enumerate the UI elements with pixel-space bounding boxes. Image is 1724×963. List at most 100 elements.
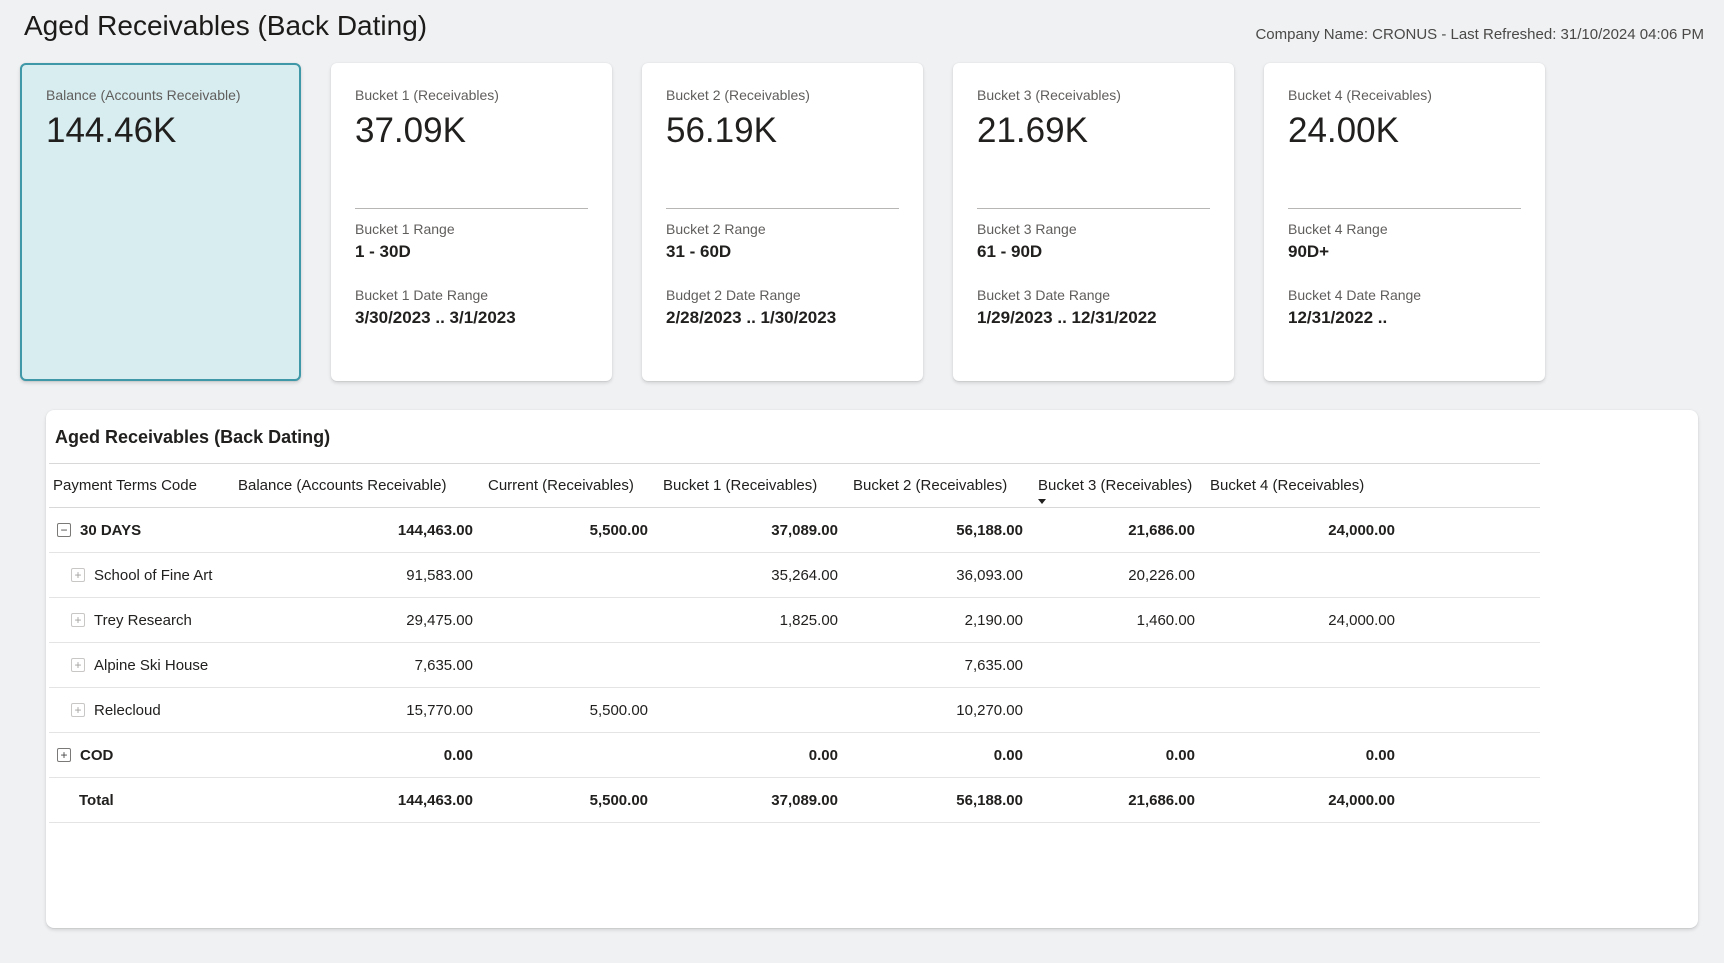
table-row-cod: + COD 0.00 0.00 0.00 0.00 0.00	[49, 733, 1540, 778]
expand-button[interactable]: +	[71, 703, 85, 717]
value-cell[interactable]	[655, 643, 845, 688]
row-header-cell[interactable]: − 30 DAYS	[49, 508, 230, 553]
value-cell[interactable]: 0.00	[1365, 746, 1395, 764]
value-cell[interactable]: 144,463.00	[397, 791, 473, 809]
row-header-cell[interactable]: + Relecloud	[49, 688, 230, 733]
kpi-card-bucket-2[interactable]: Bucket 2 (Receivables) 56.19K Bucket 2 R…	[642, 63, 923, 381]
column-header-bucket-3[interactable]: Bucket 3 (Receivables)	[1030, 464, 1202, 508]
column-header-bucket-4[interactable]: Bucket 4 (Receivables)	[1210, 477, 1365, 494]
date-range-value: 2/28/2023 .. 1/30/2023	[666, 308, 837, 327]
range-value: 1 - 30D	[355, 242, 411, 261]
date-range-value: 1/29/2023 .. 12/31/2022	[977, 308, 1157, 327]
card-label: Bucket 3 (Receivables)	[977, 87, 1121, 103]
filler-cell	[1400, 688, 1540, 733]
filler-cell	[1400, 643, 1540, 688]
expand-button[interactable]: +	[71, 568, 85, 582]
card-divider	[355, 208, 588, 209]
value-cell[interactable]: 21,686.00	[1128, 791, 1195, 809]
value-cell[interactable]: 5,500.00	[589, 521, 648, 539]
value-cell[interactable]: 56,188.00	[956, 791, 1023, 809]
value-cell[interactable]	[655, 688, 845, 733]
card-divider	[666, 208, 899, 209]
kpi-card-bucket-3[interactable]: Bucket 3 (Receivables) 21.69K Bucket 3 R…	[953, 63, 1234, 381]
value-cell[interactable]	[1202, 688, 1400, 733]
expand-button[interactable]: +	[71, 658, 85, 672]
value-cell[interactable]: 24,000.00	[1328, 611, 1395, 629]
column-header-payment-terms-code[interactable]: Payment Terms Code	[53, 477, 197, 494]
row-header-cell[interactable]: Total	[49, 778, 230, 823]
value-cell[interactable]: 10,270.00	[956, 701, 1023, 719]
expand-button[interactable]: +	[57, 748, 71, 762]
value-cell[interactable]: 20,226.00	[1128, 566, 1195, 584]
page-title: Aged Receivables (Back Dating)	[24, 10, 428, 41]
value-cell[interactable]	[480, 733, 655, 778]
value-cell[interactable]: 5,500.00	[589, 701, 648, 719]
value-cell[interactable]: 2,190.00	[964, 611, 1023, 629]
row-header-cell[interactable]: + School of Fine Art	[49, 553, 230, 598]
value-cell[interactable]: 0.00	[443, 746, 473, 764]
value-cell[interactable]: 21,686.00	[1128, 521, 1195, 539]
value-cell[interactable]	[1202, 553, 1400, 598]
card-label: Bucket 4 (Receivables)	[1288, 87, 1432, 103]
value-cell[interactable]: 7,635.00	[964, 656, 1023, 674]
kpi-card-bucket-1[interactable]: Bucket 1 (Receivables) 37.09K Bucket 1 R…	[331, 63, 612, 381]
table-row-relecloud: + Relecloud 15,770.00 5,500.00 10,270.00	[49, 688, 1540, 733]
date-range-label: Budget 2 Date Range	[666, 287, 801, 303]
value-cell[interactable]: 56,188.00	[956, 521, 1023, 539]
range-label: Bucket 2 Range	[666, 221, 766, 237]
value-cell[interactable]: 36,093.00	[956, 566, 1023, 584]
date-range-value: 12/31/2022 ..	[1288, 308, 1388, 327]
card-divider	[1288, 208, 1521, 209]
value-cell[interactable]	[1202, 643, 1400, 688]
value-cell[interactable]: 1,460.00	[1136, 611, 1195, 629]
value-cell[interactable]: 35,264.00	[771, 566, 838, 584]
row-label: Total	[79, 791, 114, 809]
value-cell[interactable]: 37,089.00	[771, 521, 838, 539]
value-cell[interactable]	[1030, 688, 1202, 733]
header-row: Payment Terms Code Balance (Accounts Rec…	[49, 463, 1540, 508]
filler-cell	[1400, 778, 1540, 823]
value-cell[interactable]: 5,500.00	[589, 791, 648, 809]
column-header-filler	[1400, 464, 1540, 508]
table-row-school-of-fine-art: + School of Fine Art 91,583.00 35,264.00…	[49, 553, 1540, 598]
expand-button[interactable]: +	[71, 613, 85, 627]
row-header-cell[interactable]: + Alpine Ski House	[49, 643, 230, 688]
date-range-value: 3/30/2023 .. 3/1/2023	[355, 308, 516, 327]
sort-descending-icon	[1038, 499, 1046, 504]
row-label: COD	[80, 746, 114, 764]
card-label: Bucket 1 (Receivables)	[355, 87, 499, 103]
range-label: Bucket 3 Range	[977, 221, 1077, 237]
aged-receivables-matrix: Payment Terms Code Balance (Accounts Rec…	[49, 463, 1540, 823]
column-header-bucket-1[interactable]: Bucket 1 (Receivables)	[663, 477, 818, 494]
column-header-current[interactable]: Current (Receivables)	[488, 477, 634, 494]
kpi-card-balance[interactable]: Balance (Accounts Receivable) 144.46K	[20, 63, 301, 381]
value-cell[interactable]	[480, 598, 655, 643]
range-value: 61 - 90D	[977, 242, 1043, 261]
value-cell[interactable]: 91,583.00	[406, 566, 473, 584]
value-cell[interactable]	[480, 553, 655, 598]
value-cell[interactable]: 15,770.00	[406, 701, 473, 719]
table-row-total: Total 144,463.00 5,500.00 37,089.00 56,1…	[49, 778, 1540, 823]
value-cell[interactable]: 144,463.00	[397, 521, 473, 539]
value-cell[interactable]: 29,475.00	[406, 611, 473, 629]
refresh-info: Company Name: CRONUS - Last Refreshed: 3…	[1255, 26, 1704, 43]
column-header-balance[interactable]: Balance (Accounts Receivable)	[238, 477, 447, 494]
table-row-trey-research: + Trey Research 29,475.00 1,825.00 2,190…	[49, 598, 1540, 643]
value-cell[interactable]: 37,089.00	[771, 791, 838, 809]
value-cell[interactable]: 0.00	[1165, 746, 1195, 764]
card-value: 144.46K	[46, 111, 177, 150]
kpi-card-bucket-4[interactable]: Bucket 4 (Receivables) 24.00K Bucket 4 R…	[1264, 63, 1545, 381]
value-cell[interactable]	[1030, 643, 1202, 688]
value-cell[interactable]: 24,000.00	[1328, 791, 1395, 809]
value-cell[interactable]: 0.00	[993, 746, 1023, 764]
value-cell[interactable]: 0.00	[808, 746, 838, 764]
value-cell[interactable]: 24,000.00	[1328, 521, 1395, 539]
collapse-button[interactable]: −	[57, 523, 71, 537]
row-header-cell[interactable]: + COD	[49, 733, 230, 778]
column-header-bucket-2[interactable]: Bucket 2 (Receivables)	[853, 477, 1008, 494]
row-header-cell[interactable]: + Trey Research	[49, 598, 230, 643]
value-cell[interactable]: 7,635.00	[414, 656, 473, 674]
row-label: School of Fine Art	[94, 566, 213, 584]
value-cell[interactable]	[480, 643, 655, 688]
value-cell[interactable]: 1,825.00	[779, 611, 838, 629]
